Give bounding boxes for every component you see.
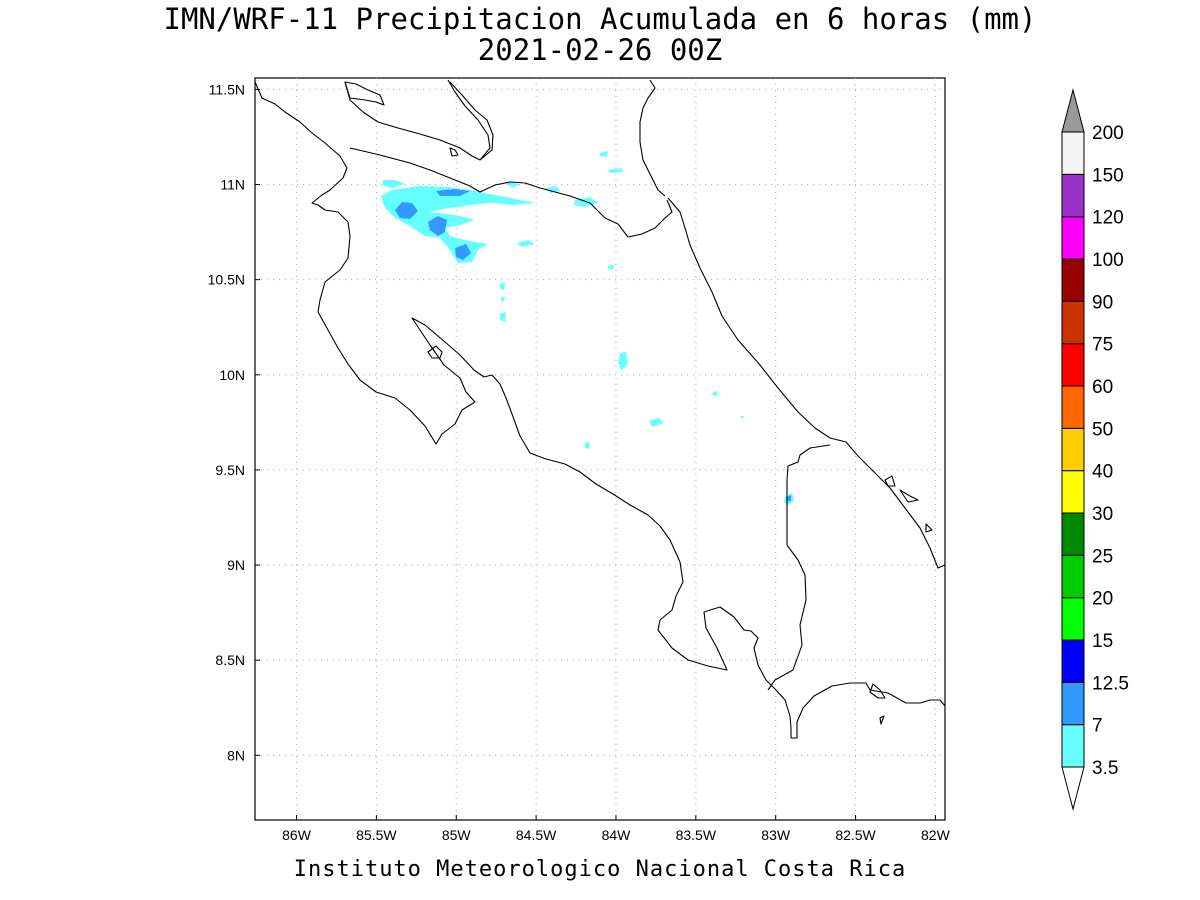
colorbar-swatch [1061, 258, 1085, 302]
lon-tick-label: 85W [442, 827, 472, 843]
coastline-caribbean-coast [667, 197, 946, 569]
precip-area [381, 186, 535, 263]
precip-area [501, 296, 505, 304]
precip-core [436, 189, 470, 196]
island [344, 81, 385, 106]
precip-area [600, 151, 608, 157]
lat-tick-label: 8N [227, 747, 245, 763]
colorbar-swatch [1061, 554, 1085, 599]
colorbar: 3.5 7 12.5 15 20 25 30 40 50 60 75 90 100 120 150 200 [1061, 88, 1129, 811]
precip-area [712, 391, 718, 396]
colorbar-level-label: 90 [1092, 292, 1113, 313]
island [899, 489, 919, 503]
precip-area [500, 282, 505, 290]
colorbar-level-label: 60 [1092, 377, 1113, 398]
precip-core [428, 216, 447, 236]
lon-tick-label: 85.5W [356, 827, 397, 843]
coastline-caribbean [344, 79, 491, 161]
colorbar-swatch [1061, 216, 1085, 260]
colorbar-level-label: 7 [1092, 716, 1103, 737]
precip-area [618, 352, 628, 370]
colorbar-level-label: 30 [1092, 504, 1113, 525]
precip-area [517, 240, 535, 247]
coastline-nicaragua-costa-rica-pacific [254, 81, 946, 739]
island [925, 523, 933, 533]
colorbar-level-label: 75 [1092, 335, 1113, 356]
colorbar-level-label: 20 [1092, 589, 1113, 610]
precip-area [585, 442, 590, 449]
map-frame [254, 77, 946, 821]
map-valid-time: 2021-02-26 00Z [477, 33, 723, 67]
colorbar-level-label: 50 [1092, 419, 1113, 440]
precip-area [740, 416, 744, 419]
lat-tick-label: 9.5N [215, 462, 245, 478]
island [884, 475, 896, 487]
lon-tick-label: 82.5W [835, 827, 876, 843]
lat-tick-label: 9N [227, 557, 245, 573]
precip-area [505, 182, 520, 188]
colorbar-level-label: 12.5 [1092, 673, 1129, 694]
lat-tick-label: 10.5N [208, 272, 245, 288]
lon-tick-label: 86W [282, 827, 312, 843]
colorbar-swatch [1061, 131, 1085, 175]
coastline-nicaragua-border [349, 147, 673, 238]
colorbar-level-label: 15 [1092, 631, 1113, 652]
colorbar-swatch [1061, 470, 1085, 514]
longitude-axis-labels: 86W 85.5W 85W 84.5W 84W 83.5W 83W 82.5W 82W [282, 827, 950, 843]
colorbar-swatch [1061, 681, 1085, 726]
lon-tick-label: 83.5W [676, 827, 717, 843]
lat-tick-label: 8.5N [215, 652, 245, 668]
colorbar-level-label: 100 [1092, 250, 1124, 271]
colorbar-swatch [1061, 385, 1085, 429]
lon-tick-label: 84W [602, 827, 632, 843]
colorbar-swatch [1061, 597, 1085, 641]
colorbar-level-label: 3.5 [1092, 758, 1118, 779]
lat-tick-label: 11.5N [209, 81, 245, 97]
colorbar-swatch [1061, 512, 1085, 556]
precip-area [608, 168, 622, 173]
graticule [255, 78, 945, 820]
colorbar-level-label: 120 [1092, 208, 1124, 229]
precip-area [383, 180, 405, 188]
coastline-panama-border [786, 444, 831, 545]
precip-core [787, 495, 791, 501]
precip-area [545, 186, 560, 193]
precip-area [608, 265, 614, 270]
precip-core [395, 202, 418, 219]
island [449, 147, 459, 157]
island [869, 683, 886, 699]
lon-tick-label: 82W [921, 827, 951, 843]
coastline-north-lake [449, 81, 494, 161]
colorbar-swatch [1061, 343, 1085, 387]
colorbar-swatch [1061, 173, 1085, 218]
island [427, 345, 443, 359]
lon-tick-label: 84.5W [516, 827, 557, 843]
colorbar-swatch [1061, 724, 1085, 768]
colorbar-high-arrow [1061, 88, 1085, 133]
precip-core [455, 244, 471, 260]
colorbar-swatch [1061, 427, 1085, 472]
precip-area [500, 312, 506, 322]
colorbar-level-label: 200 [1092, 123, 1124, 144]
lon-tick-label: 83W [761, 827, 791, 843]
coastline [254, 79, 946, 739]
credits-text: Instituto Meteorologico Nacional Costa R… [293, 857, 907, 882]
precipitation-shading [381, 151, 794, 505]
latitude-axis-labels: 8N 8.5N 9N 9.5N 10N 10.5N 11N 11.5N [208, 81, 245, 763]
coastline-top [639, 79, 666, 197]
colorbar-level-label: 40 [1092, 462, 1113, 483]
colorbar-level-label: 25 [1092, 546, 1113, 567]
lat-tick-label: 11N [220, 177, 245, 193]
colorbar-level-label: 150 [1092, 165, 1124, 186]
colorbar-swatch [1061, 300, 1085, 345]
colorbar-low-arrow [1061, 766, 1085, 811]
colorbar-swatch [1061, 639, 1085, 683]
precip-area [649, 418, 664, 427]
lat-tick-label: 10N [219, 367, 245, 383]
coastline-panama-pacific [767, 544, 807, 691]
map-title: IMN/WRF-11 Precipitacion Acumulada en 6 … [163, 2, 1037, 36]
island [879, 715, 885, 725]
